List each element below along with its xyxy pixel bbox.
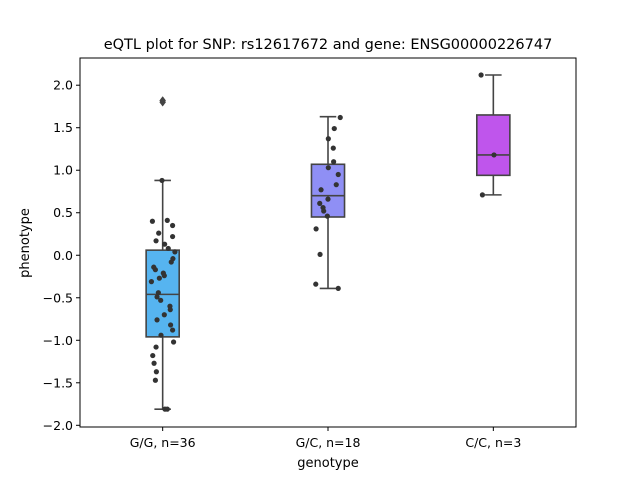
data-point (161, 273, 167, 279)
iqr-box (475, 114, 511, 177)
data-point (313, 226, 319, 232)
data-point (165, 245, 171, 252)
data-point (169, 222, 176, 229)
y-tick-label: −1.5 (43, 375, 73, 390)
box-group (475, 72, 511, 198)
y-tick-label: 1.0 (53, 163, 73, 178)
data-point (324, 213, 330, 219)
y-tick-label: 0.5 (53, 205, 73, 220)
iqr-box (145, 249, 180, 338)
box-group (310, 114, 346, 292)
data-point (151, 360, 157, 366)
data-point (317, 251, 323, 258)
data-point (169, 233, 176, 240)
data-point (331, 125, 337, 132)
data-point (162, 241, 168, 247)
y-tick-label: −0.5 (43, 290, 73, 305)
data-point (169, 327, 176, 333)
data-point (325, 196, 331, 202)
data-point (167, 307, 173, 313)
data-point (313, 281, 319, 287)
x-tick-label: G/G, n=36 (130, 435, 196, 450)
data-point (158, 332, 164, 338)
data-point (161, 312, 167, 318)
data-point (158, 297, 164, 303)
box-group (145, 96, 180, 412)
data-point (159, 177, 165, 184)
y-tick-label: 2.0 (53, 78, 73, 93)
data-point (154, 317, 160, 323)
y-tick-label: −1.0 (43, 333, 73, 348)
data-point (168, 322, 174, 328)
box-groups (145, 72, 511, 412)
data-point (337, 114, 343, 121)
y-axis-label: phenotype (18, 208, 33, 278)
data-point (148, 279, 155, 285)
data-point (333, 182, 339, 188)
data-point (325, 136, 331, 142)
data-point (156, 230, 162, 236)
data-point (164, 406, 170, 412)
data-point (317, 200, 323, 206)
data-point (153, 369, 159, 375)
data-point (164, 217, 170, 223)
data-point (172, 249, 178, 255)
data-point (491, 152, 497, 158)
data-point (479, 192, 486, 198)
y-axis: 2.0 1.5 1.0 0.5 0.0 −0.5 −1.0 −1.5 −2.0 (43, 78, 80, 433)
data-point (318, 187, 324, 193)
x-tick-label: G/C, n=18 (296, 435, 361, 450)
data-point (155, 290, 161, 296)
data-point (153, 344, 159, 350)
data-point (154, 294, 160, 300)
x-axis: G/G, n=36 G/C, n=18 C/C, n=3 (130, 427, 521, 450)
data-point (335, 171, 341, 178)
data-point (156, 275, 162, 281)
y-tick-label: −2.0 (43, 418, 73, 433)
data-point (150, 352, 156, 359)
data-point (478, 72, 484, 78)
chart-title: eQTL plot for SNP: rs12617672 and gene: … (104, 37, 553, 53)
x-axis-label: genotype (297, 456, 358, 471)
data-point (331, 159, 337, 165)
y-tick-label: 0.0 (53, 248, 73, 263)
data-point (149, 218, 156, 224)
data-point (170, 339, 177, 345)
iqr-box (310, 163, 346, 218)
data-point (335, 285, 341, 292)
data-point (153, 238, 159, 244)
data-point (168, 259, 174, 265)
data-point (325, 165, 331, 171)
data-point (330, 145, 336, 151)
data-point (152, 267, 158, 273)
data-point (152, 377, 158, 383)
data-point (321, 208, 327, 214)
y-tick-label: 1.5 (53, 120, 73, 135)
x-tick-label: C/C, n=3 (465, 435, 521, 450)
outlier-marker (159, 96, 166, 105)
